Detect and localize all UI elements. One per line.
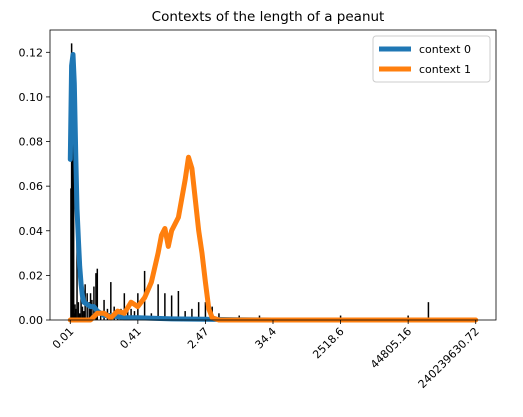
chart-title: Contexts of the length of a peanut [152,9,385,25]
y-tick-label: 0.08 [19,136,44,149]
series-line-1 [67,154,479,323]
legend-label-0: context 0 [419,43,471,56]
series-line-0 [67,52,276,323]
x-tick-label: 0.01 [50,325,77,352]
y-tick-label: 0.00 [19,314,44,327]
y-tick-label: 0.06 [19,180,44,193]
x-tick-label: 240239630.72 [416,325,482,391]
y-tick-label: 0.10 [19,91,44,104]
plot-area: 0.00 0.02 0.04 0.06 0.08 0.10 0.12 0.01 0.41 2.47… [19,29,497,391]
x-tick-label: 2.47 [185,325,212,352]
legend: context 0 context 1 [372,35,491,83]
y-tick-label: 0.02 [19,269,44,282]
legend-label-1: context 1 [419,63,471,76]
x-tick-label: 34.4 [253,325,280,352]
y-tick-label: 0.04 [19,225,44,238]
x-tick-label: 44805.16 [368,325,414,371]
x-tick-label: 2518.6 [310,325,346,361]
x-tick-label: 0.41 [117,325,144,352]
y-tick-label: 0.12 [19,46,44,59]
